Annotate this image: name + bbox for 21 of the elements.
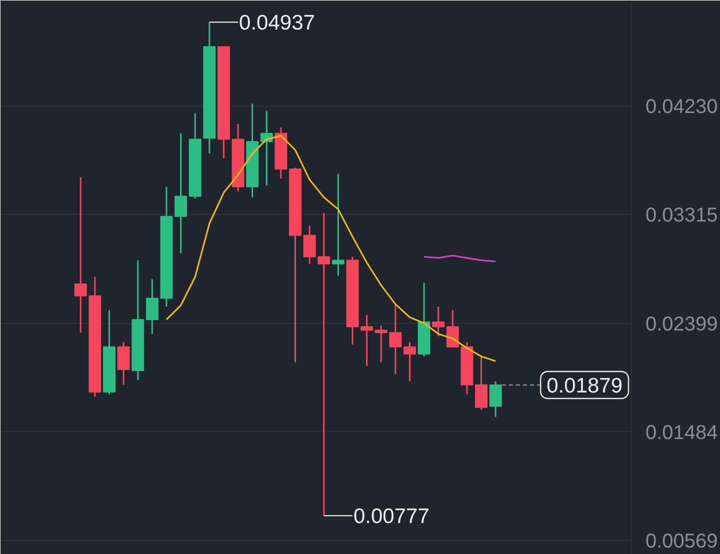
candlestick (403, 341, 416, 382)
candlestick (446, 309, 459, 348)
candlestick (360, 314, 374, 367)
candlestick (432, 306, 445, 337)
candlestick (174, 132, 188, 254)
candlestick (332, 172, 344, 276)
candlestick (475, 356, 488, 411)
candlestick (389, 303, 402, 375)
candlestick (117, 341, 130, 386)
candlestick (146, 278, 158, 335)
annotation: 0.00777 (353, 505, 430, 528)
y-tick-label: 0.04230 (646, 96, 718, 118)
y-tick-label: 0.02399 (646, 313, 718, 336)
candlestick (74, 176, 87, 334)
annotation: 0.04937 (239, 12, 315, 35)
y-tick-label: 0.00569 (646, 530, 718, 552)
y-tick-label: 0.03315 (646, 204, 718, 227)
candlestick (489, 380, 502, 418)
ref-line-label: 0.01879 (546, 374, 623, 398)
y-tick-label: 0.01484 (646, 422, 718, 444)
candlestick (374, 324, 388, 364)
